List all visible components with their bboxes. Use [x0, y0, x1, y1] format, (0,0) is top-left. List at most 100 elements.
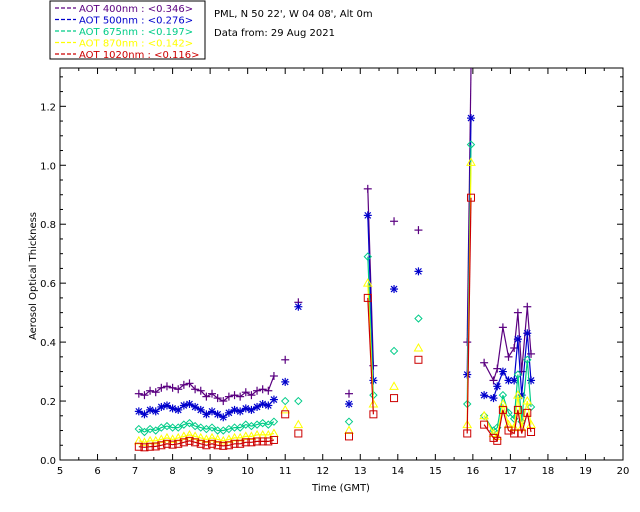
data-point-star [146, 405, 155, 414]
data-point-square [219, 441, 228, 450]
data-point-square [185, 436, 194, 445]
data-point-plus [134, 389, 143, 398]
data-point-diamond [269, 417, 279, 426]
data-point-triangle [190, 431, 200, 440]
series-line [483, 306, 532, 382]
data-point-diamond [264, 420, 273, 429]
plot-frame [59, 67, 624, 461]
data-point-square [174, 439, 183, 448]
data-point-diamond [140, 427, 149, 437]
data-point-square [196, 439, 205, 448]
data-point-square [463, 429, 472, 438]
y-tick-label: 0.2 [40, 397, 56, 408]
y-tick-label: 0.0 [40, 456, 56, 467]
legend: AOT 400nm : <0.346>AOT 500nm : <0.276>AO… [49, 0, 206, 61]
series-layer [133, 67, 536, 452]
data-point-square [527, 428, 536, 436]
data-point-plus [179, 380, 188, 389]
data-point-star [390, 285, 399, 294]
data-point-triangle [156, 434, 167, 443]
data-point-plus [345, 389, 354, 398]
data-point-square [369, 410, 378, 419]
y-tick-label: 1.2 [40, 102, 56, 113]
data-point-star [264, 401, 273, 410]
data-point-diamond [414, 314, 423, 323]
series-0 [134, 67, 536, 406]
x-tick-label: 19 [579, 466, 592, 477]
x-tick-label: 10 [241, 466, 254, 477]
data-point-triangle [479, 410, 489, 420]
data-point-triangle [150, 435, 161, 445]
y-tick-label: 0.4 [40, 338, 56, 349]
data-point-triangle [488, 428, 499, 437]
data-point-plus [196, 386, 205, 395]
data-point-plus [363, 184, 372, 193]
data-point-star [179, 401, 188, 410]
data-point-star [258, 400, 267, 408]
series-line [138, 421, 275, 433]
data-point-diamond [134, 424, 144, 434]
data-point-square [480, 420, 489, 429]
data-point-square [513, 405, 522, 414]
data-point-diamond [168, 423, 177, 432]
data-point-triangle [235, 432, 246, 442]
data-point-triangle [413, 342, 424, 352]
series-line [138, 439, 275, 448]
data-point-plus [264, 386, 273, 395]
x-tick-label: 9 [207, 466, 213, 477]
data-point-square [523, 408, 532, 417]
data-point-plus [151, 388, 160, 397]
data-point-diamond [389, 346, 399, 356]
data-point-square [241, 438, 250, 447]
data-point-square [281, 410, 290, 419]
y-tick-label: 1.0 [40, 161, 56, 172]
data-point-plus [146, 386, 155, 395]
data-point-star [140, 410, 149, 419]
data-point-square [253, 437, 262, 446]
data-point-plus [157, 383, 166, 392]
data-point-square [179, 438, 188, 447]
data-point-square [517, 429, 526, 438]
data-point-square [140, 443, 149, 452]
data-point-square [146, 442, 155, 451]
data-point-plus [140, 391, 149, 400]
series-1 [134, 114, 536, 422]
data-point-plus [504, 352, 513, 361]
x-tick-label: 5 [57, 466, 63, 477]
data-point-star [466, 114, 475, 123]
data-point-star [269, 395, 278, 404]
data-point-plus [281, 355, 290, 364]
data-point-triangle [167, 434, 178, 443]
legend-label: AOT 870nm : <0.142> [79, 39, 193, 50]
site-header: PML, N 50 22', W 04 08', Alt 0m [214, 9, 373, 20]
data-point-triangle [246, 431, 257, 440]
data-point-square [414, 355, 423, 364]
data-point-star [253, 402, 262, 411]
data-point-diamond [213, 426, 222, 435]
x-tick-label: 15 [429, 466, 442, 477]
data-point-triangle [389, 381, 399, 390]
data-point-triangle [218, 435, 229, 445]
data-point-plus [269, 372, 278, 380]
data-point-plus [390, 217, 399, 226]
data-point-star [219, 413, 228, 422]
series-line [367, 297, 374, 415]
data-point-square [151, 442, 160, 451]
data-point-star [294, 302, 303, 311]
data-point-plus [513, 308, 522, 317]
data-point-star [247, 405, 256, 414]
data-point-square [191, 438, 200, 447]
data-point-plus [489, 376, 498, 385]
legend-box [49, 0, 206, 60]
data-point-square [493, 436, 502, 445]
data-point-plus [162, 382, 171, 391]
x-tick-label: 7 [132, 466, 138, 477]
data-point-square [498, 405, 507, 414]
data-point-diamond [230, 423, 239, 432]
data-point-plus [202, 392, 211, 401]
x-tick-label: 11 [279, 466, 292, 477]
data-point-triangle [145, 435, 155, 445]
data-point-plus [414, 226, 423, 235]
data-point-star [513, 335, 522, 344]
data-point-square [157, 441, 166, 450]
